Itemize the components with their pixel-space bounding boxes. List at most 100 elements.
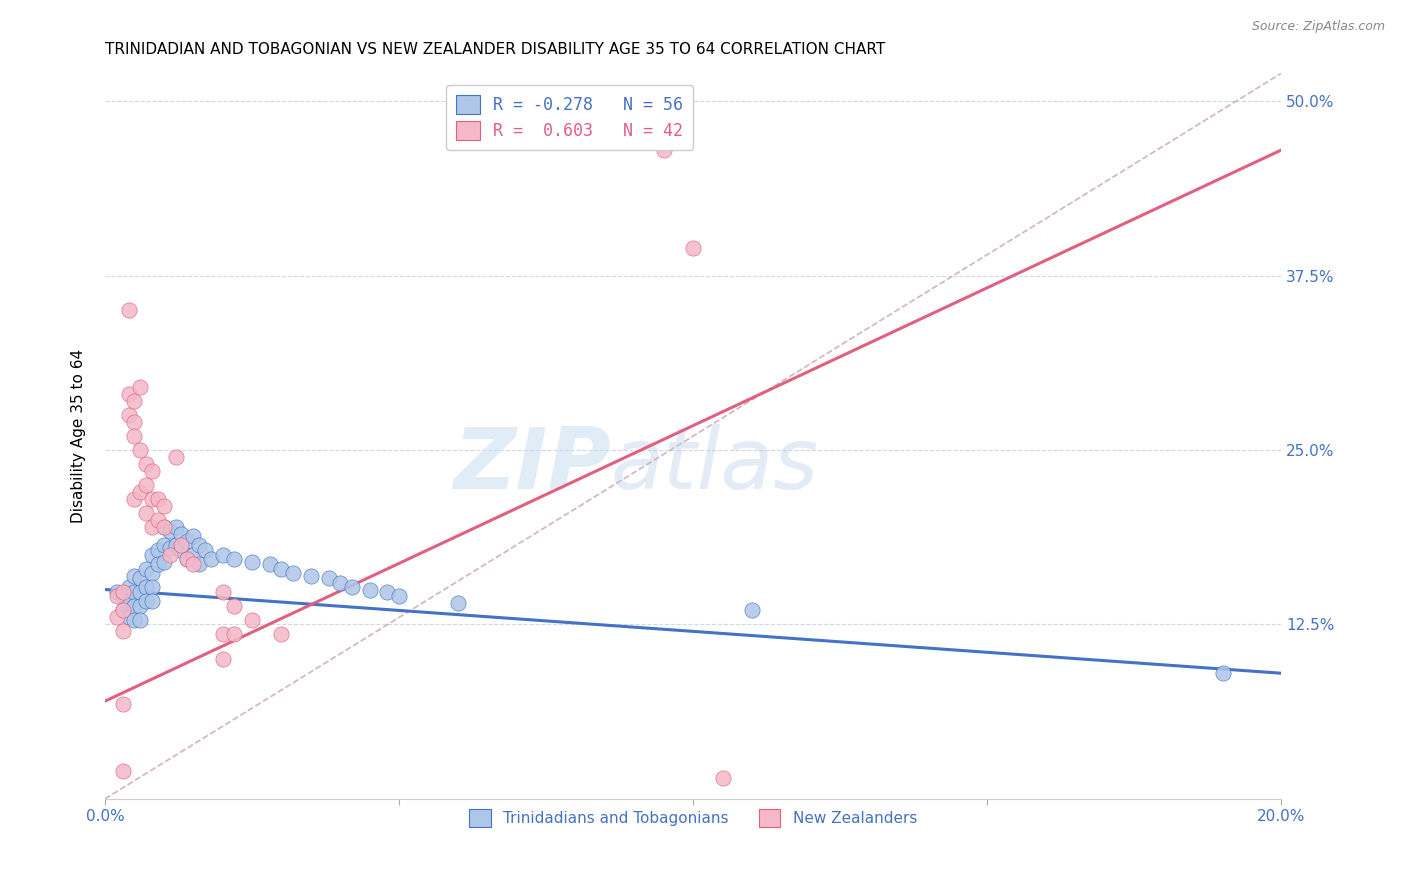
- Point: [682, 241, 704, 255]
- Point: [181, 558, 204, 572]
- Point: [129, 571, 152, 585]
- Text: atlas: atlas: [610, 424, 818, 507]
- Point: [129, 484, 152, 499]
- Point: [117, 303, 139, 318]
- Point: [240, 613, 263, 627]
- Point: [224, 551, 246, 566]
- Point: [318, 571, 340, 585]
- Point: [111, 624, 134, 639]
- Point: [105, 585, 128, 599]
- Point: [117, 387, 139, 401]
- Point: [141, 519, 163, 533]
- Point: [141, 548, 163, 562]
- Point: [146, 513, 169, 527]
- Point: [129, 442, 152, 457]
- Point: [741, 603, 763, 617]
- Point: [188, 558, 211, 572]
- Point: [224, 599, 246, 614]
- Point: [165, 519, 187, 533]
- Text: ZIP: ZIP: [453, 424, 610, 507]
- Point: [259, 558, 281, 572]
- Point: [1212, 666, 1234, 681]
- Point: [124, 613, 146, 627]
- Point: [153, 519, 176, 533]
- Point: [153, 555, 176, 569]
- Point: [181, 548, 204, 562]
- Point: [375, 585, 398, 599]
- Point: [111, 585, 134, 599]
- Point: [146, 491, 169, 506]
- Legend: Trinidadians and Tobagonians, New Zealanders: Trinidadians and Tobagonians, New Zealan…: [461, 802, 925, 835]
- Text: Source: ZipAtlas.com: Source: ZipAtlas.com: [1251, 20, 1385, 33]
- Point: [159, 541, 181, 555]
- Point: [117, 408, 139, 422]
- Point: [211, 548, 233, 562]
- Point: [135, 561, 157, 575]
- Text: TRINIDADIAN AND TOBAGONIAN VS NEW ZEALANDER DISABILITY AGE 35 TO 64 CORRELATION : TRINIDADIAN AND TOBAGONIAN VS NEW ZEALAN…: [105, 42, 886, 57]
- Point: [176, 533, 198, 548]
- Point: [124, 429, 146, 443]
- Point: [111, 697, 134, 711]
- Point: [135, 506, 157, 520]
- Point: [200, 551, 222, 566]
- Point: [141, 566, 163, 580]
- Point: [153, 538, 176, 552]
- Point: [159, 524, 181, 538]
- Point: [111, 603, 134, 617]
- Point: [105, 610, 128, 624]
- Point: [283, 566, 305, 580]
- Point: [146, 543, 169, 558]
- Point: [359, 582, 381, 597]
- Point: [211, 585, 233, 599]
- Point: [270, 627, 292, 641]
- Point: [124, 585, 146, 599]
- Point: [176, 551, 198, 566]
- Point: [153, 499, 176, 513]
- Point: [141, 491, 163, 506]
- Point: [711, 771, 734, 785]
- Point: [117, 580, 139, 594]
- Point: [224, 627, 246, 641]
- Point: [170, 543, 193, 558]
- Point: [165, 538, 187, 552]
- Point: [141, 580, 163, 594]
- Point: [111, 590, 134, 604]
- Point: [652, 143, 675, 157]
- Point: [105, 590, 128, 604]
- Point: [135, 593, 157, 607]
- Point: [129, 613, 152, 627]
- Point: [129, 380, 152, 394]
- Point: [299, 568, 322, 582]
- Point: [135, 580, 157, 594]
- Point: [340, 580, 363, 594]
- Point: [141, 464, 163, 478]
- Point: [129, 585, 152, 599]
- Point: [176, 551, 198, 566]
- Point: [188, 538, 211, 552]
- Point: [111, 603, 134, 617]
- Point: [146, 558, 169, 572]
- Point: [170, 526, 193, 541]
- Point: [388, 590, 411, 604]
- Point: [181, 529, 204, 543]
- Point: [159, 548, 181, 562]
- Point: [170, 538, 193, 552]
- Point: [135, 457, 157, 471]
- Point: [153, 519, 176, 533]
- Point: [117, 610, 139, 624]
- Point: [141, 593, 163, 607]
- Point: [124, 415, 146, 429]
- Point: [111, 764, 134, 778]
- Point: [124, 491, 146, 506]
- Point: [135, 478, 157, 492]
- Point: [124, 599, 146, 614]
- Point: [211, 652, 233, 666]
- Point: [124, 568, 146, 582]
- Point: [240, 555, 263, 569]
- Point: [270, 561, 292, 575]
- Point: [117, 597, 139, 611]
- Point: [165, 450, 187, 464]
- Point: [129, 599, 152, 614]
- Point: [329, 575, 352, 590]
- Point: [447, 597, 470, 611]
